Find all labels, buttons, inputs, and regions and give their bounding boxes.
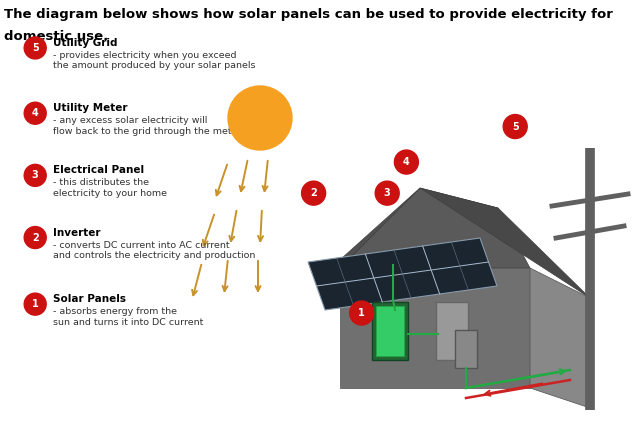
Polygon shape xyxy=(340,188,530,268)
Circle shape xyxy=(375,181,399,205)
Text: - any excess solar electricity will
flow back to the grid through the meter: - any excess solar electricity will flow… xyxy=(53,116,242,135)
Polygon shape xyxy=(308,238,497,310)
Text: 4: 4 xyxy=(403,157,410,167)
Circle shape xyxy=(394,150,419,174)
Text: 2: 2 xyxy=(32,233,38,242)
Text: 1: 1 xyxy=(358,308,365,318)
Text: The diagram below shows how solar panels can be used to provide electricity for: The diagram below shows how solar panels… xyxy=(4,8,613,21)
Circle shape xyxy=(24,293,46,315)
Text: - provides electricity when you exceed
the amount produced by your solar panels: - provides electricity when you exceed t… xyxy=(53,51,256,70)
Polygon shape xyxy=(420,188,590,298)
Text: 5: 5 xyxy=(32,43,38,53)
Text: 3: 3 xyxy=(32,170,38,180)
Circle shape xyxy=(349,301,374,325)
Text: domestic use.: domestic use. xyxy=(4,30,108,43)
FancyBboxPatch shape xyxy=(455,330,477,368)
Polygon shape xyxy=(322,188,420,276)
Text: - converts DC current into AC current
and controls the electricity and productio: - converts DC current into AC current an… xyxy=(53,241,255,260)
Text: Utility Grid: Utility Grid xyxy=(53,38,118,48)
Text: 5: 5 xyxy=(512,122,518,131)
Polygon shape xyxy=(530,268,590,408)
Text: 2: 2 xyxy=(310,188,317,198)
Text: - absorbs energy from the
sun and turns it into DC current: - absorbs energy from the sun and turns … xyxy=(53,307,204,326)
FancyBboxPatch shape xyxy=(376,306,404,356)
Circle shape xyxy=(24,226,46,249)
Text: Utility Meter: Utility Meter xyxy=(53,103,128,113)
Circle shape xyxy=(24,102,46,124)
FancyBboxPatch shape xyxy=(372,302,408,360)
Text: 4: 4 xyxy=(32,108,38,118)
Text: Inverter: Inverter xyxy=(53,227,100,238)
Text: Solar Panels: Solar Panels xyxy=(53,294,126,304)
FancyBboxPatch shape xyxy=(436,302,468,360)
Polygon shape xyxy=(340,268,530,388)
Circle shape xyxy=(503,115,527,139)
Circle shape xyxy=(228,86,292,150)
Circle shape xyxy=(24,164,46,186)
Circle shape xyxy=(24,37,46,59)
Text: 3: 3 xyxy=(384,188,390,198)
Text: Electrical Panel: Electrical Panel xyxy=(53,165,145,175)
Text: - this distributes the
electricity to your home: - this distributes the electricity to yo… xyxy=(53,178,167,198)
Text: 1: 1 xyxy=(32,299,38,309)
Circle shape xyxy=(301,181,326,205)
